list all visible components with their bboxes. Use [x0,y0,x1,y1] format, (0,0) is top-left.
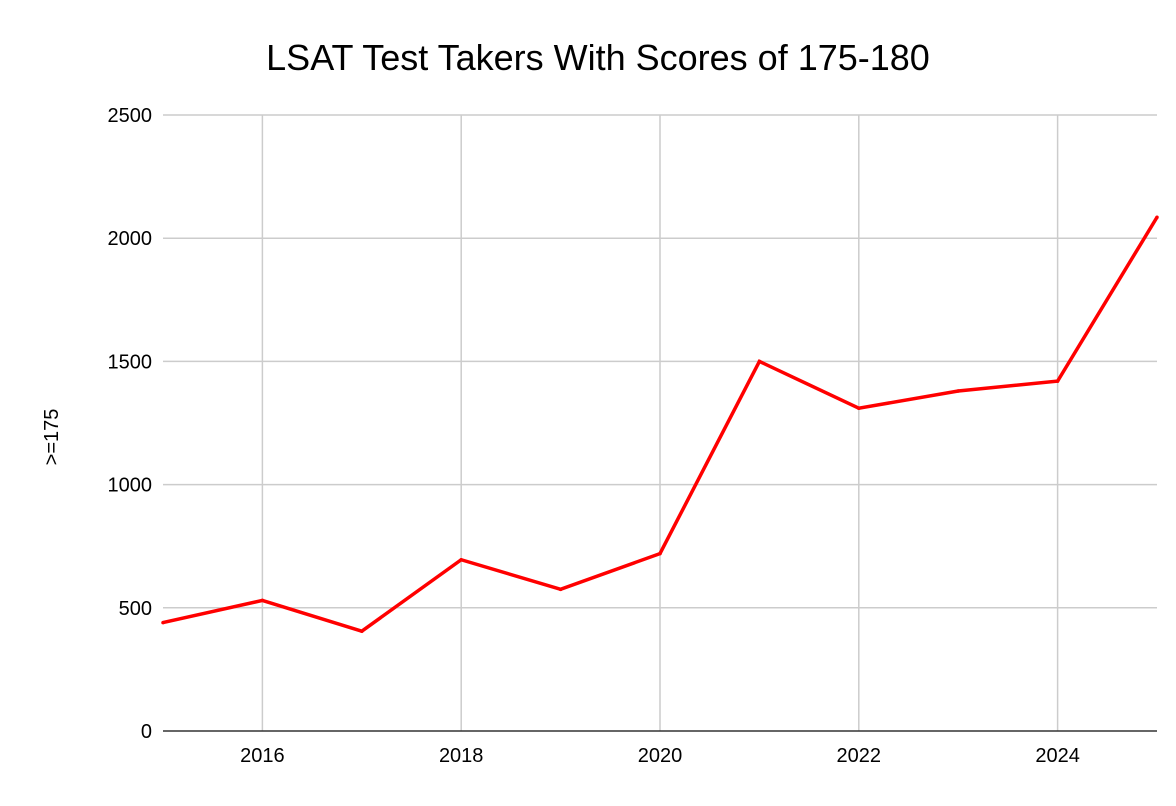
y-tick-label: 2000 [108,228,153,250]
data-point [757,359,762,364]
gridlines [163,114,1157,731]
data-point [459,558,463,562]
x-tick-label: 2024 [1035,745,1080,767]
y-tick-labels: 0 500 1000 1500 2000 2500 [108,105,153,743]
x-tick-label: 2018 [439,745,484,767]
y-tick-label: 2500 [108,105,153,127]
y-tick-label: 500 [119,598,152,620]
x-tick-label: 2022 [837,745,882,767]
data-point [360,629,364,633]
data-point [1155,215,1159,220]
y-tick-label: 1000 [108,475,153,497]
chart-title: LSAT Test Takers With Scores of 175-180 [266,37,930,78]
data-point [260,598,265,603]
y-tick-label: 0 [141,721,152,743]
data-point [658,551,662,556]
data-point [558,587,563,592]
data-point [161,620,165,625]
x-tick-label: 2016 [240,745,285,767]
y-axis-label: >=175 [41,409,63,466]
x-tick-label: 2020 [638,745,683,767]
data-point [857,406,861,410]
data-point [956,389,960,393]
x-tick-labels: 2016 2018 2020 2022 2024 [240,745,1080,767]
data-point [1055,379,1060,383]
series-group [161,215,1159,634]
y-tick-label: 1500 [108,351,153,373]
